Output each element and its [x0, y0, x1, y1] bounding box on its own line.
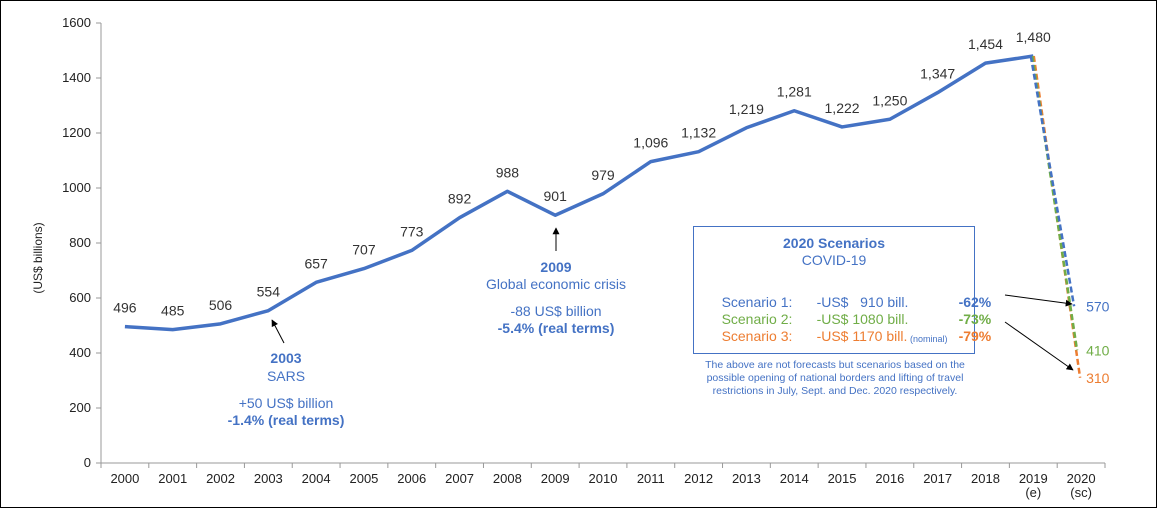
axes: 0 200 400 600 800 1000 1200 1400 1600 2000 2001 200…	[62, 15, 1106, 500]
scenario-disclaimer: The above are not forecasts but scenario…	[705, 359, 965, 397]
data-label: 901	[544, 188, 568, 204]
data-label: 506	[209, 297, 233, 313]
x-tick-label: 2013	[732, 471, 761, 486]
x-tick-label: 2018	[971, 471, 1000, 486]
sars-change: +50 US$ billion	[239, 395, 334, 411]
x-tick-label: 2011	[637, 471, 665, 486]
x-tick-label: 2001	[158, 471, 187, 486]
x-tick-label: 2002	[206, 471, 235, 486]
scenario-pct: -79%	[958, 328, 992, 344]
scenario-name: Scenario 1:	[721, 294, 793, 310]
data-label: 1,096	[633, 135, 668, 151]
data-label: 554	[257, 284, 281, 300]
nominal-note: (nominal)	[910, 334, 948, 344]
scenarios-box: 2020 Scenarios COVID-19 Scenario 1: -US$ …	[693, 226, 991, 354]
data-label: 496	[113, 300, 137, 316]
y-tick-label: 1200	[62, 125, 91, 140]
x-tick-label: 2006	[397, 471, 426, 486]
x-tick-label: 2004	[302, 471, 331, 486]
scenario3-arrow	[1004, 321, 1074, 371]
x-tick-label: 2007	[445, 471, 474, 486]
scenario-row-1: Scenario 1: -US$ 910 bill. -62%	[706, 278, 992, 326]
x-tick-label: 2014	[780, 471, 809, 486]
data-label: 1,281	[777, 84, 812, 100]
scenario1-arrow	[1004, 294, 1073, 307]
y-tick-label: 600	[69, 290, 91, 305]
x-tick-label: 2000	[110, 471, 139, 486]
y-tick-label: 800	[69, 235, 91, 250]
y-tick-label: 200	[69, 400, 91, 415]
x-tick-label: 2005	[349, 471, 378, 486]
x-tick-sublabel: (sc)	[1070, 485, 1092, 500]
y-axis-label: (US$ billions)	[31, 222, 45, 293]
y-tick-label: 1000	[62, 180, 91, 195]
data-label: 1,222	[825, 100, 860, 116]
data-label: 1,347	[920, 66, 955, 82]
data-label: 1,250	[872, 92, 907, 108]
data-label: 485	[161, 303, 185, 319]
data-label: 979	[591, 167, 615, 183]
x-tick-sublabel: (e)	[1025, 485, 1041, 500]
x-tick-label: 2019	[1019, 471, 1048, 486]
x-tick-label: 2008	[493, 471, 522, 486]
scenario-pct: -62%	[958, 294, 992, 310]
data-label: 1,132	[681, 125, 716, 141]
x-tick-label: 2017	[923, 471, 952, 486]
scenarios-title: 2020 Scenarios	[783, 235, 885, 251]
scenario-end-label: 310	[1086, 370, 1110, 386]
x-tick-label: 2020	[1067, 471, 1096, 486]
scenario-pct: -73%	[958, 311, 992, 327]
data-label: 707	[352, 242, 376, 258]
scenario-amount: -US$ 1080 bill.	[816, 311, 909, 327]
crisis-event: Global economic crisis	[486, 276, 626, 292]
data-label: 988	[496, 164, 520, 180]
data-label: 1,219	[729, 101, 764, 117]
scenario-amount: -US$ 1170 bill.	[816, 328, 908, 344]
scenarios-subtitle: COVID-19	[801, 252, 867, 268]
sars-annotation: 2003 SARS +50 US$ billion -1.4% (real te…	[228, 350, 345, 428]
sars-year: 2003	[270, 350, 301, 366]
data-label: 657	[304, 255, 328, 271]
crisis-annotation: 2009 Global economic crisis -88 US$ bill…	[486, 259, 626, 336]
data-label: 773	[400, 223, 424, 239]
data-label: 1,454	[968, 36, 1003, 52]
crisis-year: 2009	[540, 259, 571, 275]
x-tick-label: 2012	[684, 471, 713, 486]
y-tick-label: 1400	[62, 70, 91, 85]
data-label: 892	[448, 191, 472, 207]
y-tick-label: 400	[69, 345, 91, 360]
sars-real: -1.4% (real terms)	[228, 412, 345, 428]
sars-event: SARS	[267, 368, 305, 384]
x-tick-label: 2003	[254, 471, 283, 486]
scenario-name: Scenario 3:	[721, 328, 793, 344]
y-tick-label: 1600	[62, 15, 91, 30]
scenario-amount: -US$ 910 bill.	[816, 294, 909, 310]
data-label: 1,480	[1016, 29, 1051, 45]
series-line	[124, 54, 1034, 332]
scenario-end-label: 410	[1086, 342, 1110, 358]
scenario-line	[1031, 55, 1079, 351]
x-tick-label: 2015	[828, 471, 857, 486]
scenario-line	[1029, 55, 1076, 307]
scenario-row-2: Scenario 2: -US$ 1080 bill. -73%	[706, 295, 992, 343]
crisis-change: -88 US$ billion	[510, 303, 601, 319]
crisis-real: -5.4% (real terms)	[498, 320, 615, 336]
x-tick-label: 2009	[541, 471, 570, 486]
x-tick-label: 2016	[875, 471, 904, 486]
plot-area: 496 485 506 554 657 707 773 892 988 901 979 1,096 1,…	[113, 29, 1109, 386]
x-tick-label: 2010	[589, 471, 618, 486]
y-tick-label: 0	[84, 455, 91, 470]
scenario-end-label: 570	[1086, 298, 1110, 314]
scenario-name: Scenario 2:	[721, 311, 793, 327]
sars-arrow	[271, 319, 285, 344]
scenario-row-3: Scenario 3: -US$ 1170 bill. -79%	[706, 312, 992, 360]
